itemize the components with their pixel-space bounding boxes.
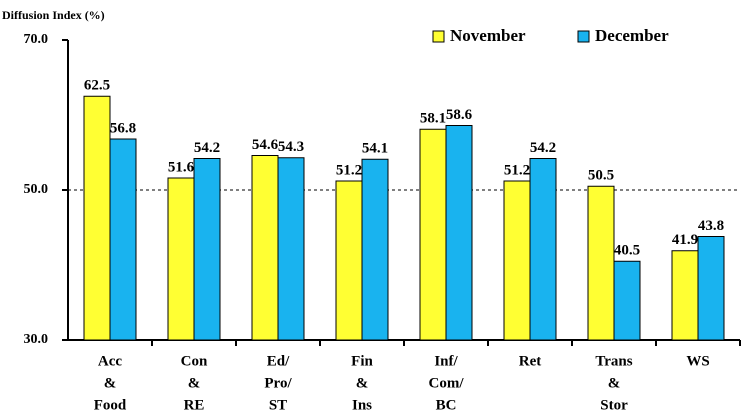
data-label: 62.5 bbox=[84, 78, 110, 94]
bar bbox=[277, 157, 305, 341]
data-label: 51.6 bbox=[168, 159, 195, 175]
x-tick-label: ST bbox=[269, 397, 287, 413]
data-label: 54.6 bbox=[252, 137, 279, 153]
legend-swatch bbox=[432, 30, 445, 43]
data-label: 54.1 bbox=[362, 141, 388, 157]
bar bbox=[503, 180, 531, 341]
bar bbox=[671, 250, 699, 341]
x-tick-label: Trans bbox=[595, 353, 632, 369]
legend-label: December bbox=[595, 26, 669, 45]
x-tick-label: Ins bbox=[352, 397, 372, 413]
x-tick-label: Con bbox=[181, 353, 208, 369]
bar bbox=[697, 236, 725, 341]
bar bbox=[529, 158, 557, 341]
bar bbox=[167, 177, 195, 341]
y-tick-label: 30.0 bbox=[24, 332, 49, 347]
bar bbox=[587, 185, 615, 341]
data-label: 54.2 bbox=[194, 140, 220, 156]
x-tick-label: BC bbox=[436, 397, 457, 413]
data-label: 41.9 bbox=[672, 232, 698, 248]
bar bbox=[361, 158, 389, 341]
x-tick-label: Fin bbox=[351, 353, 373, 369]
x-tick-label: Com/ bbox=[429, 375, 465, 391]
y-tick-label: 70.0 bbox=[24, 32, 49, 47]
x-tick-label: Inf/ bbox=[434, 353, 458, 369]
bar bbox=[335, 180, 363, 341]
data-label: 54.2 bbox=[530, 140, 556, 156]
legend-label: November bbox=[450, 26, 526, 45]
x-tick-label: Food bbox=[94, 397, 127, 413]
data-label: 51.2 bbox=[336, 162, 362, 178]
data-label: 51.2 bbox=[504, 162, 530, 178]
bar bbox=[445, 125, 473, 341]
data-label: 40.5 bbox=[614, 243, 640, 259]
x-tick-label: Pro/ bbox=[264, 375, 292, 391]
data-label: 56.8 bbox=[110, 120, 136, 136]
bar bbox=[251, 155, 279, 341]
x-tick-label: RE bbox=[184, 397, 205, 413]
y-tick-label: 50.0 bbox=[24, 182, 49, 197]
data-label: 54.3 bbox=[278, 139, 304, 155]
x-tick-label: & bbox=[104, 375, 117, 391]
x-tick-label: & bbox=[608, 375, 621, 391]
data-label: 58.6 bbox=[446, 107, 473, 123]
y-axis-label: Diffusion Index (%) bbox=[2, 8, 105, 22]
bar bbox=[193, 158, 221, 341]
x-tick-label: WS bbox=[686, 353, 709, 369]
x-tick-label: & bbox=[188, 375, 201, 391]
x-tick-label: Ret bbox=[519, 353, 542, 369]
data-label: 58.1 bbox=[420, 111, 446, 127]
data-label: 43.8 bbox=[698, 218, 724, 234]
x-tick-label: Acc bbox=[98, 353, 122, 369]
x-tick-label: & bbox=[356, 375, 369, 391]
x-tick-label: Ed/ bbox=[267, 353, 290, 369]
bar bbox=[83, 95, 111, 341]
legend-swatch bbox=[577, 30, 590, 43]
bar bbox=[419, 128, 447, 341]
bar bbox=[613, 260, 641, 341]
bar bbox=[109, 138, 137, 341]
x-tick-label: Stor bbox=[600, 397, 628, 413]
data-label: 50.5 bbox=[588, 168, 614, 184]
